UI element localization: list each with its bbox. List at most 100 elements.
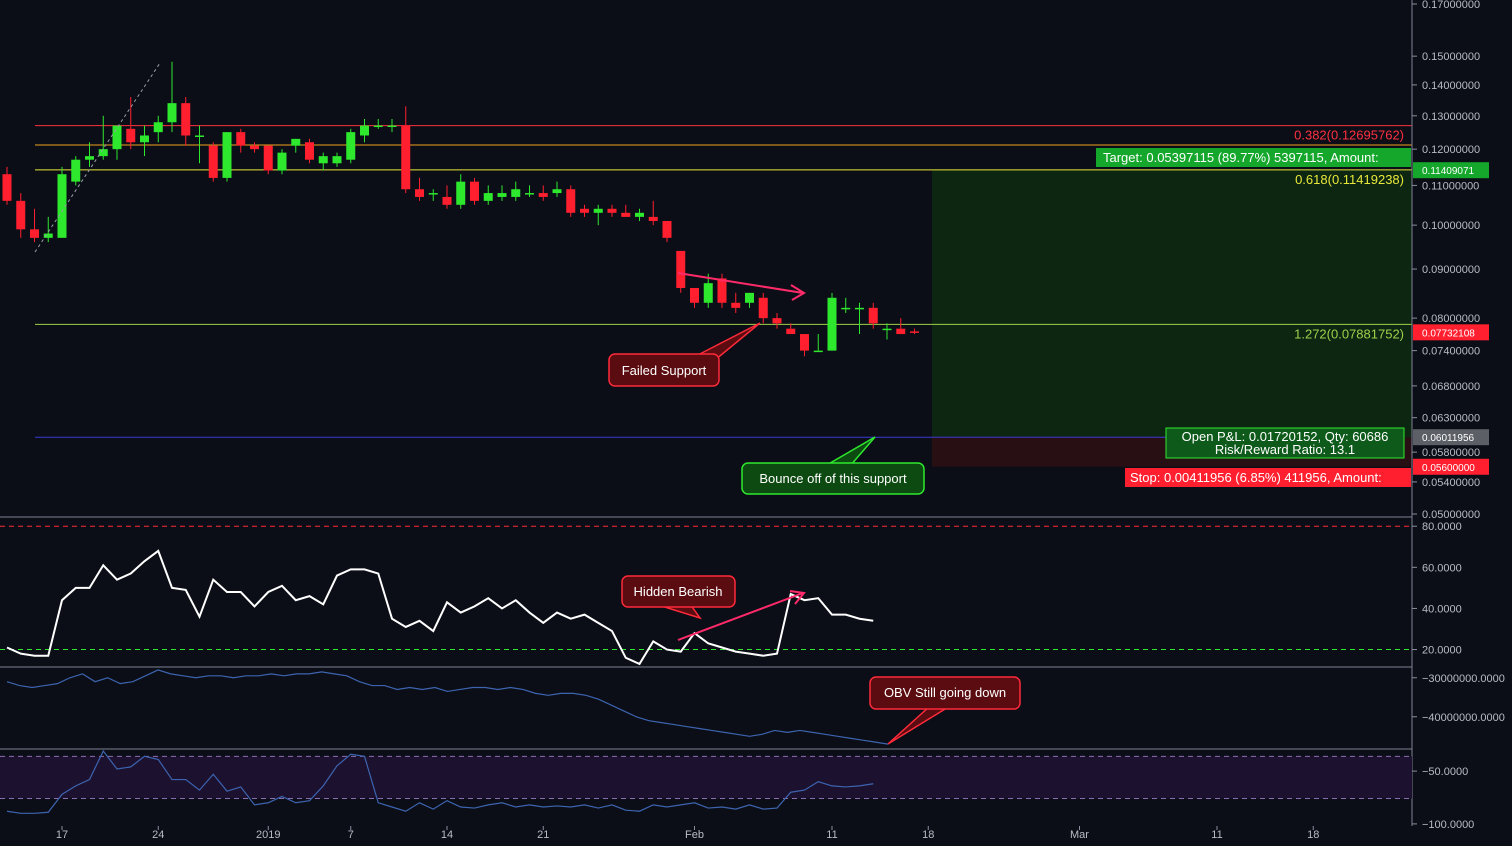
x-tick-label: 11 — [1211, 829, 1222, 841]
rsi-line — [6, 549, 874, 666]
candle-body — [635, 212, 644, 217]
x-tick-label: 17 — [56, 829, 68, 841]
price-tag-label: 0.05600000 — [1422, 463, 1475, 474]
candle-body — [250, 145, 259, 150]
x-tick-label: Feb — [685, 829, 704, 841]
x-tick-label: Mar — [1070, 829, 1089, 841]
candle-body — [648, 216, 658, 221]
candle-body — [676, 250, 686, 288]
candle-body — [43, 233, 53, 238]
candle-body — [621, 212, 631, 217]
y-tick-label: 0.08000000 — [1422, 313, 1480, 325]
target-box: Target: 0.05397115 (89.77%) 5397115, Amo… — [1096, 148, 1411, 167]
y-tick-label: 0.06300000 — [1422, 413, 1480, 425]
candle-body — [538, 193, 548, 197]
rsi-tick-label: 60.0000 — [1422, 562, 1462, 574]
candle-body — [497, 193, 507, 197]
candle-body — [2, 174, 12, 201]
candle-body — [167, 103, 177, 123]
candle-body — [16, 200, 26, 230]
obv-callout: OBV Still going down — [869, 676, 1021, 745]
candle-body — [593, 208, 603, 213]
candle-body — [360, 125, 369, 136]
price-axis: 0.17000000 0.15000000 0.14000000 0.13000000… — [1412, 0, 1480, 521]
fib-label-1272: 1.272(0.07881752) — [1294, 326, 1404, 341]
candle-body — [470, 181, 479, 201]
candle-body — [772, 318, 782, 324]
price-tags: 0.11409071 0.07732108 0.06011956 0.05600000 — [1413, 162, 1489, 475]
target-text: Target: 0.05397115 (89.77%) 5397115, Amo… — [1103, 150, 1379, 165]
candle-body — [305, 142, 314, 160]
obv-panel: −30000000.0000 −40000000.0000 — [6, 669, 1505, 745]
candle-body — [442, 196, 452, 205]
obv-tick-label: −30000000.0000 — [1422, 673, 1505, 685]
candle-body — [841, 307, 851, 310]
candle-body — [882, 328, 892, 331]
x-tick-label: 24 — [152, 829, 164, 841]
candle-body — [607, 208, 617, 213]
candle-body — [745, 292, 754, 303]
price-tag-label: 0.11409071 — [1422, 166, 1475, 177]
price-tag-label: 0.06011956 — [1422, 433, 1475, 444]
fib-labels: 0.382(0.12695762) 0.618(0.11419238) 1.27… — [1294, 128, 1404, 342]
pnl-box: Open P&L: 0.01720152, Qty: 60686 Risk/Re… — [1165, 427, 1405, 459]
candle-body — [181, 103, 191, 136]
y-tick-label: 0.05400000 — [1422, 477, 1480, 489]
candle-body — [896, 328, 906, 335]
wr-line — [6, 749, 874, 814]
candle-body — [758, 297, 768, 319]
divergence-arrow-price — [677, 272, 804, 294]
divergence-arrowhead-price — [790, 284, 806, 301]
x-tick-label: 18 — [1307, 829, 1319, 841]
wr-tick-label: −50.0000 — [1422, 766, 1468, 778]
candle-body — [786, 328, 796, 335]
candle-body — [456, 181, 466, 205]
candle-body — [195, 135, 204, 137]
y-tick-label: 0.05000000 — [1422, 509, 1480, 521]
candle-body — [566, 189, 576, 213]
candle-body — [827, 297, 837, 351]
candle-body — [552, 189, 562, 194]
pnl-line2: Risk/Reward Ratio: 13.1 — [1215, 442, 1355, 457]
candle-body — [318, 156, 328, 164]
candle-body — [662, 220, 672, 238]
pnl-line1: Open P&L: 0.01720152, Qty: 60686 — [1182, 429, 1389, 444]
candle-body — [30, 229, 39, 238]
candles — [2, 61, 919, 357]
candle-body — [263, 145, 273, 171]
candle-body — [855, 307, 864, 310]
failed-support-text: Failed Support — [622, 363, 707, 378]
divergence-arrowhead-rsi — [789, 590, 806, 605]
y-tick-label: 0.06800000 — [1422, 381, 1480, 393]
x-tick-label: 18 — [922, 829, 934, 841]
obv-line — [6, 669, 889, 745]
candle-body — [85, 156, 94, 160]
profit-zone — [932, 170, 1412, 438]
y-tick-label: 0.07400000 — [1422, 346, 1480, 358]
candle-body — [57, 174, 67, 238]
price-tag-label: 0.07732108 — [1422, 328, 1475, 339]
time-axis: 17 24 2019 7 14 21 Feb 11 18 Mar 11 18 — [56, 826, 1319, 841]
price-tag — [1413, 324, 1489, 341]
candle-body — [153, 122, 163, 133]
obv-tick-label: −40000000.0000 — [1422, 712, 1505, 724]
y-tick-label: 0.13000000 — [1422, 111, 1480, 123]
candle-body — [813, 350, 823, 353]
y-tick-label: 0.11000000 — [1422, 180, 1479, 192]
y-tick-label: 0.09000000 — [1422, 264, 1480, 276]
candle-body — [910, 331, 919, 333]
candle-body — [731, 302, 741, 308]
candle-body — [277, 152, 287, 171]
price-tag — [1413, 429, 1489, 446]
obv-text: OBV Still going down — [884, 685, 1006, 700]
price-tag — [1413, 458, 1489, 475]
rsi-panel: 80.0000 60.0000 40.0000 20.0000 — [0, 521, 1462, 666]
bounce-text: Bounce off of this support — [759, 471, 907, 486]
fib-label-0618: 0.618(0.11419238) — [1295, 172, 1404, 187]
x-tick-label: 2019 — [256, 829, 280, 841]
candle-body — [580, 208, 589, 213]
candle-body — [332, 156, 342, 164]
candle-body — [222, 132, 232, 178]
candle-body — [291, 138, 301, 146]
